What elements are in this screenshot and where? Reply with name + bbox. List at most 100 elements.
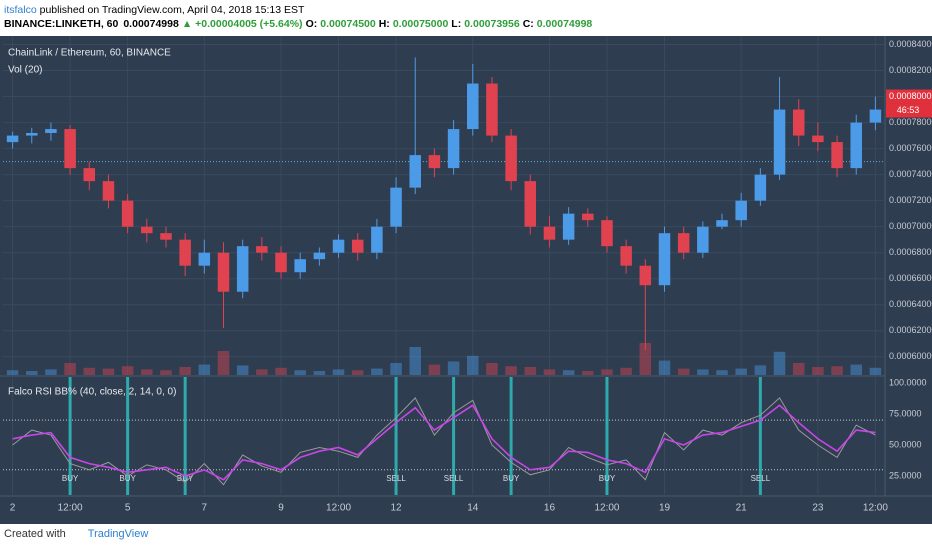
candle-body (6, 135, 19, 143)
signal-label: BUY (119, 474, 136, 483)
volume-bar (792, 363, 805, 375)
volume-bar (716, 370, 728, 375)
candle-body (486, 83, 498, 136)
x-tick-label: 16 (544, 503, 556, 514)
quote-part: C: (522, 18, 534, 30)
candle-body (447, 129, 460, 169)
volume-bar (102, 368, 115, 375)
volume-bar (486, 363, 498, 375)
candle-body (160, 233, 172, 240)
candle-body (792, 109, 805, 136)
volume-bar (332, 369, 345, 375)
header: itsfalco published on TradingView.com, A… (4, 3, 595, 31)
candle-body (217, 252, 230, 292)
candle-body (332, 239, 345, 253)
x-tick-label: 5 (125, 503, 131, 514)
candle-body (850, 122, 862, 169)
volume-bar (601, 369, 613, 375)
candle-body (639, 265, 652, 286)
candle-body (505, 135, 517, 182)
volume-bar (524, 367, 537, 375)
candle-body (141, 226, 153, 234)
candle-body (179, 239, 191, 266)
quote-line: BINANCE:LINKETH, 60 0.00074998 ▲ +0.000040… (4, 17, 595, 31)
candle-body (294, 259, 306, 273)
volume-bar (26, 371, 38, 375)
signal-label: SELL (386, 474, 406, 483)
y-tick-label: 0.00060000 (889, 351, 932, 361)
volume-bar (773, 351, 786, 375)
quote-part: BINANCE:LINKETH, 60 (4, 18, 119, 30)
quote-part: ▲ +0.00004005 (+5.64%) (181, 18, 303, 30)
candle-body (121, 200, 134, 227)
volume-bar (447, 361, 460, 375)
volume-bar (409, 347, 421, 375)
candle-body (351, 239, 364, 253)
candle-body (697, 226, 709, 253)
published: published on TradingView.com, April 04, … (36, 4, 305, 16)
author[interactable]: itsfalco (4, 4, 37, 16)
volume-bar (45, 369, 57, 375)
volume-bar (754, 365, 767, 375)
volume-bar (697, 369, 709, 375)
volume-bar (620, 367, 632, 375)
y-tick-label: 0.00062000 (889, 325, 932, 335)
volume-bar (313, 371, 326, 375)
last-price-label: 0.00080001 (889, 91, 932, 101)
quote-part: O: (305, 18, 318, 30)
countdown: 46:53 (897, 105, 920, 115)
volume-bar (351, 370, 364, 375)
candle-body (409, 155, 421, 188)
volume-bar (6, 370, 19, 375)
quote-part: L: (451, 18, 462, 30)
candle-body (716, 220, 728, 227)
x-tick-label: 7 (202, 503, 208, 514)
candle-body (64, 129, 76, 169)
quote-part: 0.00074500 (320, 18, 376, 30)
candle-body (812, 135, 824, 143)
x-tick-label: 23 (812, 503, 824, 514)
indicator-line (12, 404, 876, 481)
candle-body (677, 233, 690, 253)
volume-bar (658, 360, 671, 375)
candle-body (256, 246, 268, 253)
x-tick-label: 14 (467, 503, 479, 514)
x-tick-label: 12:00 (863, 503, 888, 514)
candle-body (773, 109, 786, 175)
x-tick-label: 12 (391, 503, 403, 514)
volume-bar (64, 363, 76, 375)
x-tick-label: 19 (659, 503, 671, 514)
volume-bar (582, 371, 594, 375)
signal-label: BUY (177, 474, 194, 483)
volume-bar (179, 367, 191, 375)
x-tick-label: 2 (10, 503, 16, 514)
y-tick-label: 50.0000 (889, 439, 922, 449)
volume-bar (198, 364, 211, 375)
y-tick-label: 0.00084000 (889, 39, 932, 49)
indicator-title: Falco RSI BB% (40, close, 2, 14, 0, 0) (8, 387, 176, 398)
candle-body (428, 155, 441, 169)
volume-bar (467, 355, 479, 375)
signal-label: SELL (751, 474, 771, 483)
y-tick-label: 0.00072000 (889, 195, 932, 205)
y-tick-label: 25.0000 (889, 470, 922, 480)
volume-bar (428, 364, 441, 375)
candle-body (467, 83, 479, 130)
brand[interactable]: TradingView (87, 528, 149, 540)
author-line: itsfalco published on TradingView.com, A… (4, 3, 595, 17)
quote-part: H: (378, 18, 390, 30)
chart: 0.00060000 0.00062000 0.00064000 0.00066000… (0, 36, 932, 524)
candle-body (754, 174, 767, 201)
candle-body (390, 187, 402, 227)
quote-part: 0.00075000 (392, 18, 449, 30)
volume-bar (160, 370, 172, 375)
chart-title: ChainLink / Ethereum, 60, BINANCE (8, 48, 171, 59)
y-tick-label: 0.00076000 (889, 143, 932, 153)
countdown-box (886, 103, 932, 118)
volume-bar (831, 366, 843, 375)
candle-body (26, 132, 38, 136)
volume-bar (850, 364, 862, 375)
volume-bar (390, 363, 402, 375)
volume-bar (294, 370, 306, 375)
candle-body (735, 200, 747, 221)
